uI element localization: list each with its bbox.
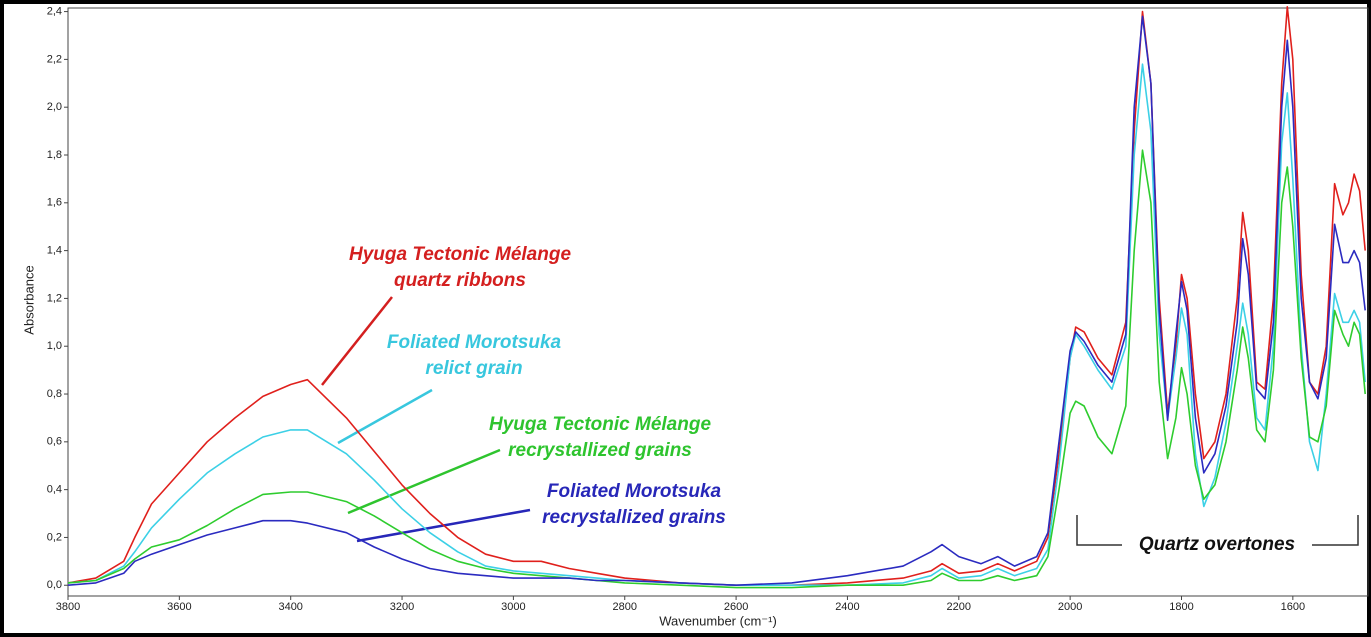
y-tick-label: 0,4 [47,484,62,496]
annotation-text: Foliated Morotsuka [547,481,722,502]
x-tick-label: 2800 [613,601,637,613]
x-tick-label: 3400 [278,601,302,613]
annotations: Hyuga Tectonic Mélange quartz ribbons Foli… [321,244,1359,555]
y-tick-label: 2,2 [47,53,62,65]
x-tick-label: 2000 [1058,601,1082,613]
y-tick-label: 2,4 [47,5,62,17]
x-tick-label: 2600 [724,601,748,613]
annotation-text: Hyuga Tectonic Mélange [349,244,571,265]
y-tick-label: 1,4 [47,245,62,257]
bracket [1076,515,1359,546]
y-tick-label: 0,2 [47,531,62,543]
annotation-text: Foliated Morotsuka [387,332,562,353]
x-tick-label: 3000 [501,601,525,613]
y-axis-label: Absorbance [21,265,36,334]
x-tick-label: 1800 [1169,601,1193,613]
x-tick-label: 1600 [1281,601,1305,613]
annotation-text: relict grain [425,358,522,379]
x-tick-label: 3200 [390,601,414,613]
y-tick-label: 1,2 [47,292,62,304]
plot-area [67,7,1369,597]
annotation-text: quartz ribbons [394,270,526,291]
series-line [67,15,1366,586]
x-tick-label: 3800 [56,601,80,613]
annotation-text: Hyuga Tectonic Mélange [489,414,711,435]
x-tick-label: 3600 [167,601,191,613]
pointer [321,296,393,386]
y-tick-label: 1,6 [47,197,62,209]
y-tick-label: 0,8 [47,388,62,400]
y-tick-label: 1,0 [47,340,62,352]
series-line [67,63,1366,586]
y-tick-label: 2,0 [47,101,62,113]
annotation-text: recrystallized grains [508,440,692,461]
y-tick-label: 0,0 [47,579,62,591]
pointer [347,448,501,515]
series-line [67,149,1366,589]
pointer [337,388,433,445]
y-tick-label: 0,6 [47,436,62,448]
annotation-text: recrystallized grains [542,507,726,528]
x-tick-label: 2400 [835,601,859,613]
annotation-text: Quartz overtones [1139,534,1295,555]
x-axis-label: Wavenumber (cm⁻¹) [659,613,777,628]
y-tick-label: 1,8 [47,149,62,161]
x-tick-label: 2200 [947,601,971,613]
